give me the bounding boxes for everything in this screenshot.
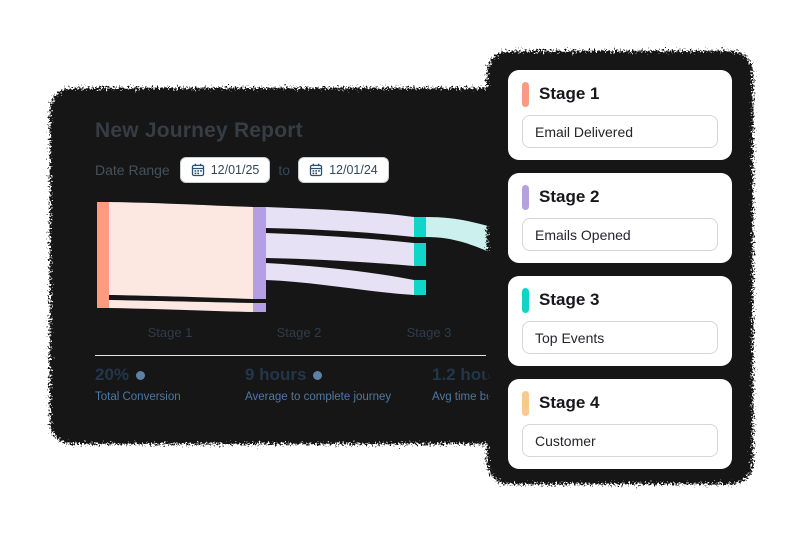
stage2-name-input[interactable] bbox=[522, 218, 718, 251]
stage-card-title: Stage 1 bbox=[539, 84, 600, 103]
date-range-separator: to bbox=[278, 162, 291, 178]
stage-card-title: Stage 3 bbox=[539, 290, 600, 309]
stage4-name-input[interactable] bbox=[522, 424, 718, 457]
metric-average-journey: 9 hours Average to complete journey bbox=[245, 365, 391, 403]
page-title: New Journey Report bbox=[95, 119, 303, 142]
stage-card-title: Stage 2 bbox=[539, 187, 600, 206]
stage4-accent-bar bbox=[522, 390, 529, 416]
stage-card-title: Stage 4 bbox=[539, 393, 600, 412]
stage1-accent-bar bbox=[522, 81, 529, 107]
flow-stage2-stage3-b bbox=[266, 233, 414, 266]
sankey-label-stage2: Stage 2 bbox=[276, 325, 322, 340]
node-stage3-b bbox=[414, 243, 426, 266]
metrics-divider bbox=[95, 355, 530, 356]
node-stage3-a bbox=[414, 217, 426, 237]
flow-stage1-stage2 bbox=[109, 202, 253, 299]
node-stage3-c bbox=[414, 280, 426, 295]
metric-dot-icon bbox=[313, 370, 323, 380]
flow-stage2-stage3-a bbox=[266, 207, 414, 237]
stage-card-4: Stage 4 bbox=[508, 379, 732, 469]
stages-panel: Stage 1 Stage 2 Stage 3 Stage 4 bbox=[494, 58, 746, 477]
metric-value: 20% bbox=[95, 365, 130, 384]
date-start-input[interactable]: 12/01/25 bbox=[179, 157, 271, 183]
stage-card-1: Stage 1 bbox=[508, 70, 732, 160]
metric-label: Total Conversion bbox=[95, 391, 181, 403]
date-end-input[interactable]: 12/01/24 bbox=[298, 157, 389, 183]
metric-value: 9 hours bbox=[245, 365, 307, 384]
date-range-label: Date Range bbox=[95, 162, 170, 178]
calendar-icon bbox=[191, 163, 204, 177]
stage-card-2: Stage 2 bbox=[508, 173, 732, 263]
metric-label: Average to complete journey bbox=[245, 391, 392, 403]
stage-card-3: Stage 3 bbox=[508, 276, 732, 366]
date-end-value: 12/01/24 bbox=[329, 163, 378, 177]
stage3-name-input[interactable] bbox=[522, 321, 718, 354]
node-stage2-small bbox=[253, 303, 266, 312]
sankey-label-stage1: Stage 1 bbox=[147, 325, 193, 340]
node-stage1 bbox=[97, 202, 109, 308]
stage1-name-input[interactable] bbox=[522, 115, 718, 148]
metric-dot-icon bbox=[136, 370, 146, 380]
calendar-icon bbox=[309, 163, 323, 177]
node-stage2 bbox=[253, 207, 266, 299]
stage2-accent-bar bbox=[522, 184, 529, 210]
date-range-row: Date Range 12/01/25 to bbox=[95, 157, 389, 183]
date-start-value: 12/01/25 bbox=[210, 163, 260, 177]
sankey-label-stage3: Stage 3 bbox=[406, 325, 452, 340]
flow-stage2-stage3-c bbox=[266, 263, 414, 295]
journey-report-card: New Journey Report Date Range 12/01/25 t… bbox=[57, 95, 560, 437]
flow-stage1-thin bbox=[109, 300, 253, 312]
stage3-accent-bar bbox=[522, 287, 529, 313]
metric-total-conversion: 20% Total Conversion bbox=[95, 365, 181, 403]
